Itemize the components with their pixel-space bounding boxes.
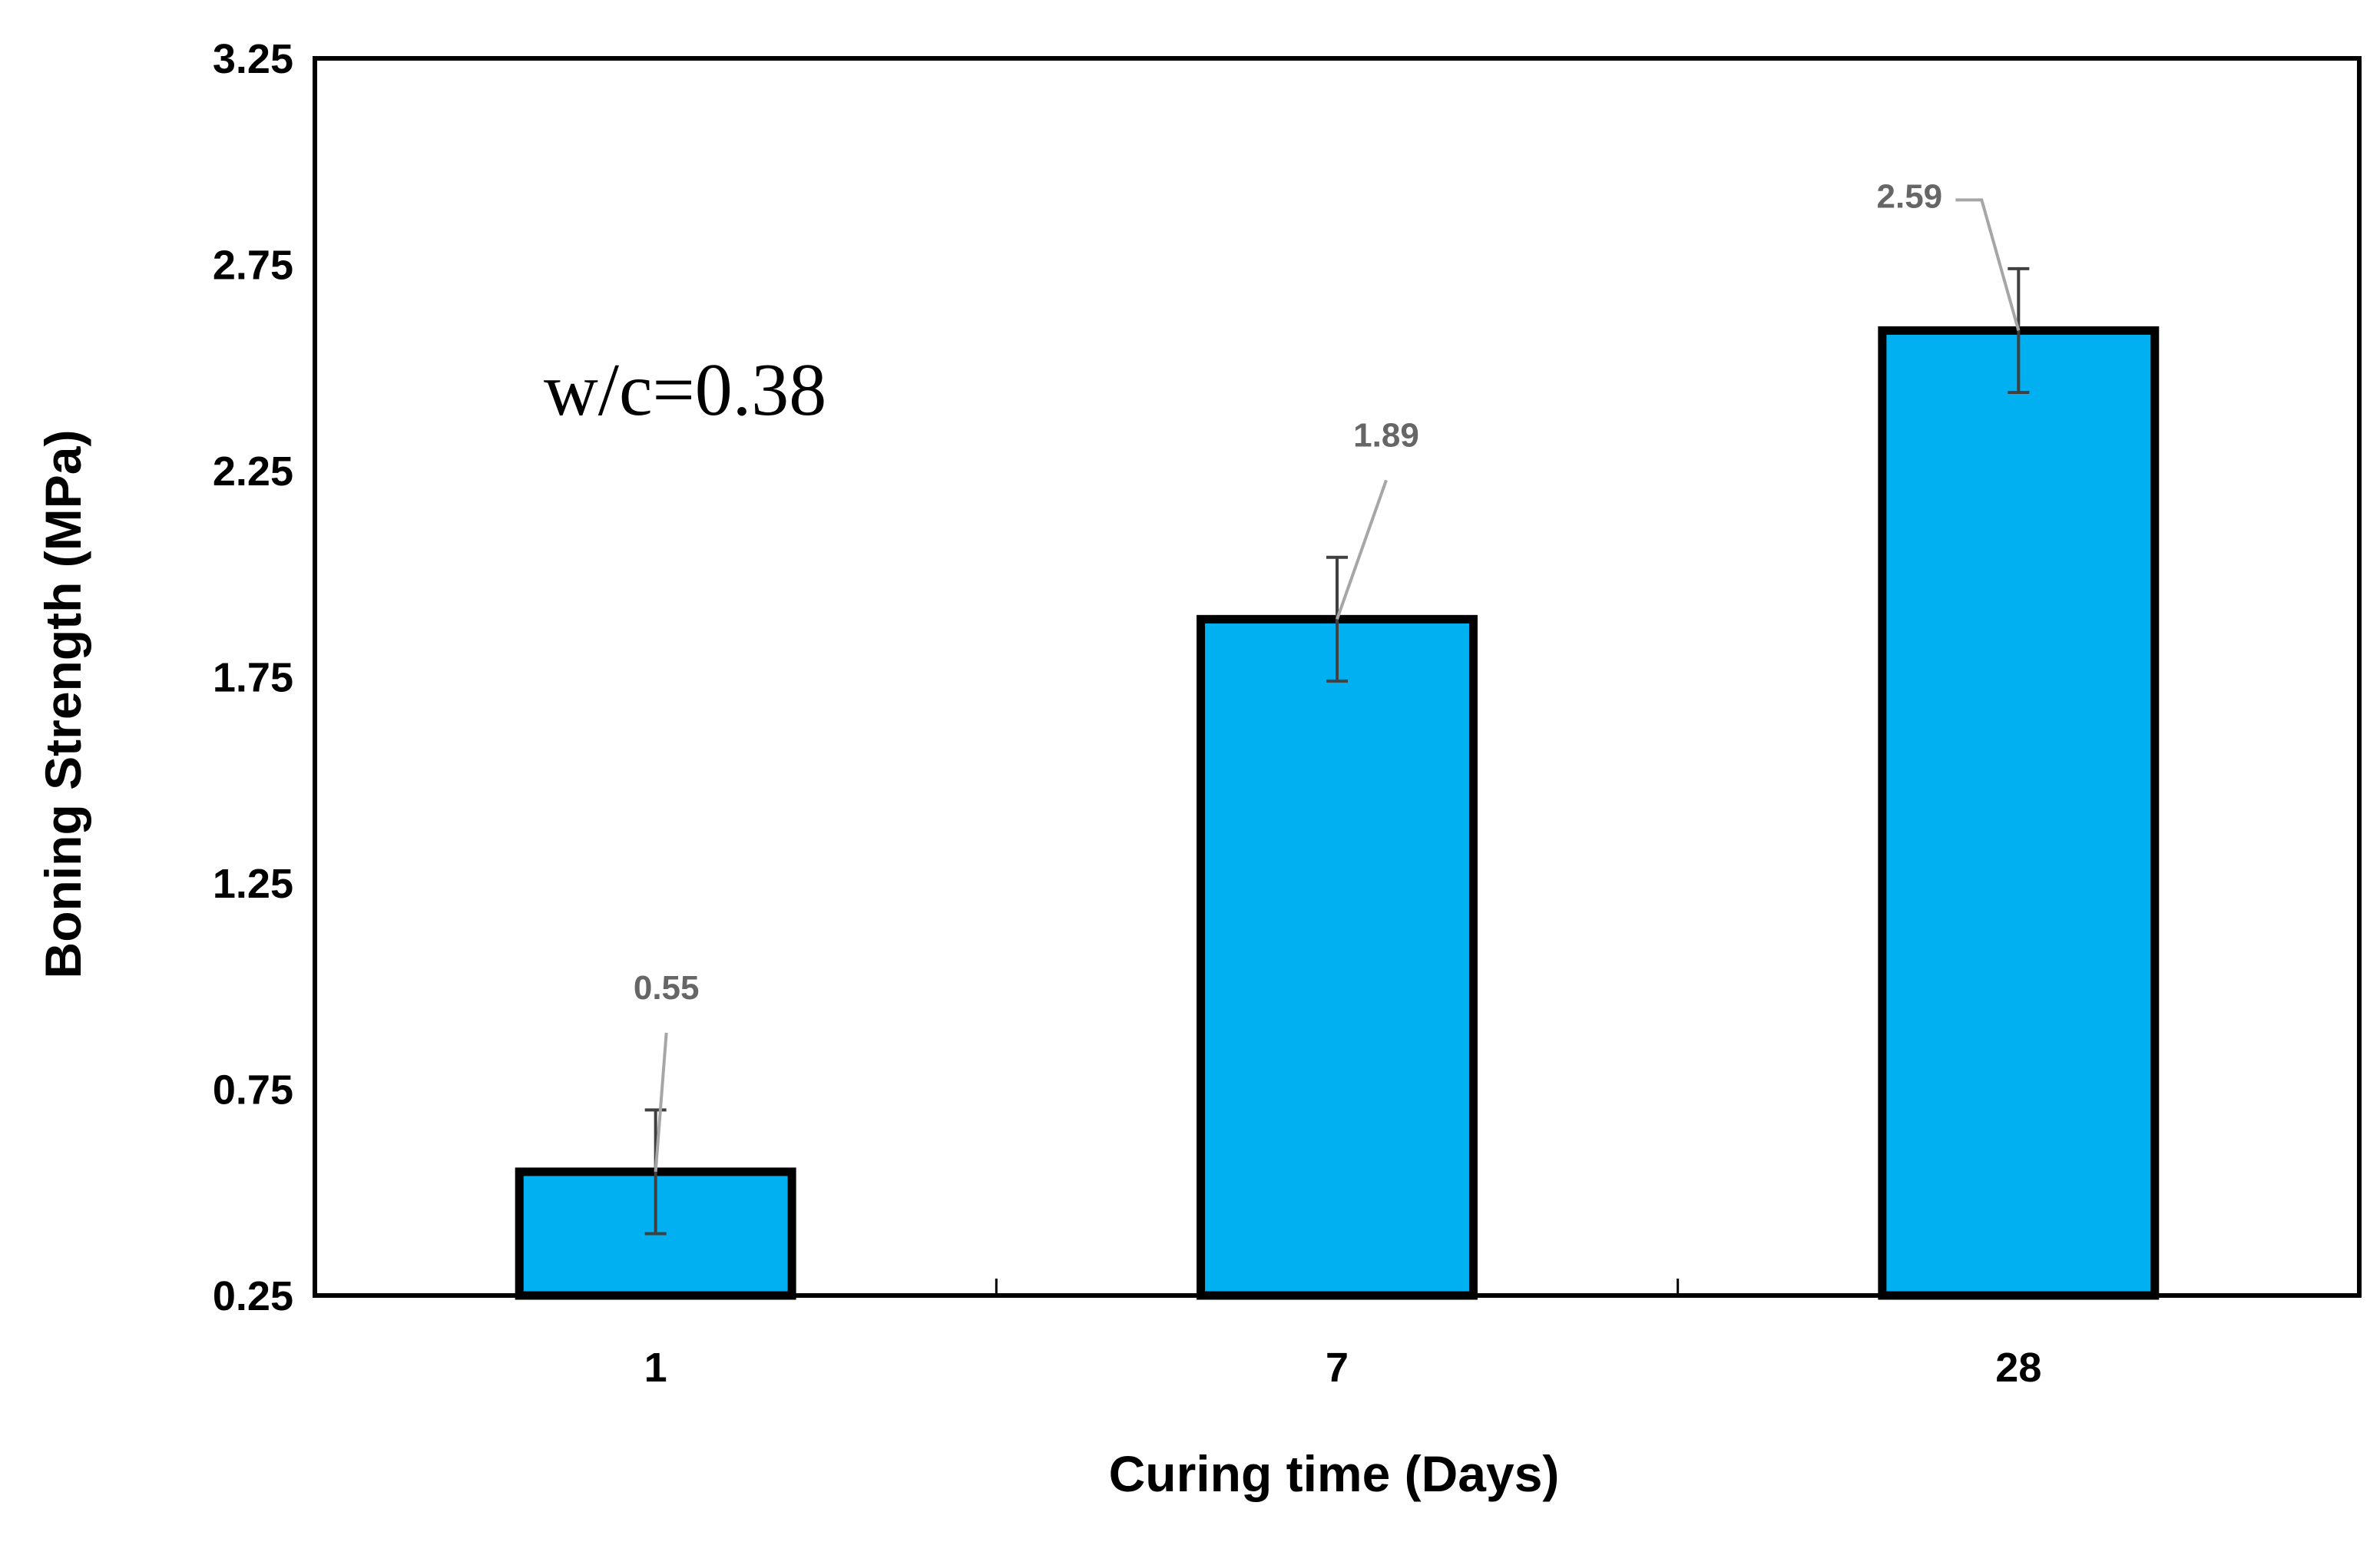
wc-ratio-annotation: w/c=0.38 [544,349,826,432]
x-tick-label: 28 [1995,1345,2041,1391]
bar-28 [1878,326,2160,1300]
y-tick-label: 0.25 [213,1273,293,1319]
data-label-1: 0.55 [634,969,700,1007]
x-tick-label: 1 [644,1345,667,1391]
x-axis-title: Curing time (Days) [1109,1445,1560,1502]
y-tick-label: 2.75 [213,243,293,289]
y-tick-label: 3.25 [213,36,293,82]
x-tick-labels: 1 7 28 [644,1345,2042,1391]
plot-frame [313,56,2362,1298]
data-labels: 0.55 1.89 2.59 [634,177,1942,1006]
x-tick-label: 7 [1326,1345,1349,1391]
y-axis-title: Boning Strength (MPa) [35,430,91,979]
y-tick-label: 1.75 [213,655,293,701]
data-label-28: 2.59 [1877,177,1943,215]
y-tick-labels: 0.25 0.75 1.25 1.75 2.25 2.75 3.25 [213,36,293,1319]
y-tick-label: 0.75 [213,1067,293,1113]
y-tick-label: 1.25 [213,861,293,907]
leader-line-7 [1336,479,1388,620]
bar-7 [1197,614,1478,1300]
leader-line-28 [1955,198,2021,331]
x-tick-marks [995,1279,1680,1295]
leader-lines-layer [654,198,2021,1173]
data-label-7: 1.89 [1353,416,1419,454]
y-tick-label: 2.25 [213,448,293,495]
leader-line-1 [654,1032,668,1173]
